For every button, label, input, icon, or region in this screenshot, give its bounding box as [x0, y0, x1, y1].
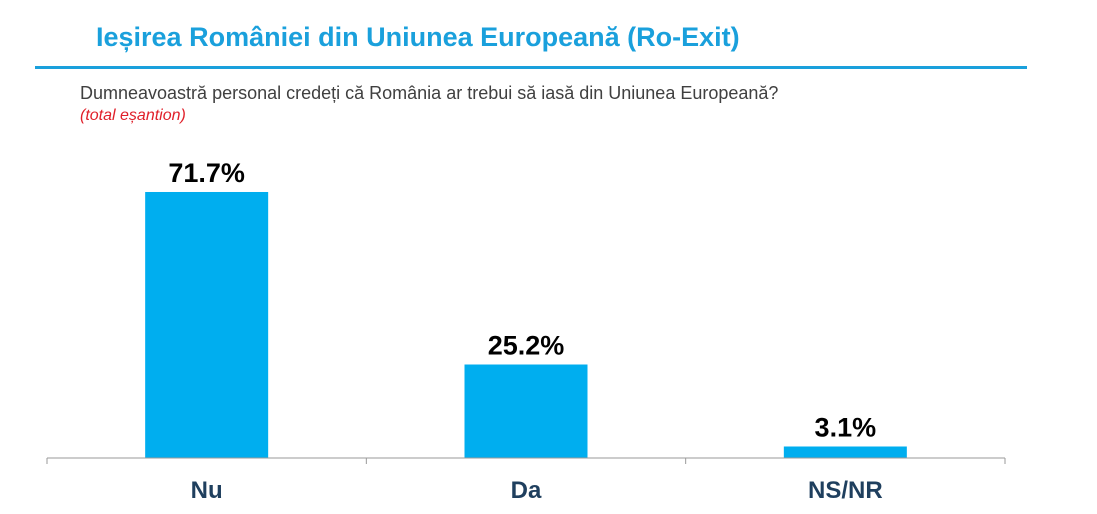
data-label: 25.2% — [488, 331, 565, 361]
title-divider — [35, 66, 1027, 69]
data-label: 3.1% — [815, 412, 877, 442]
data-label: 71.7% — [168, 158, 245, 188]
category-label: Da — [511, 477, 542, 504]
page-title: Ieșirea României din Uniunea Europeană (… — [96, 22, 740, 52]
bar-ns-nr — [783, 446, 907, 458]
bar-nu — [145, 191, 269, 459]
survey-question: Dumneavoastră personal credeți că Români… — [80, 83, 779, 103]
sample-note: (total eșantion) — [80, 107, 186, 124]
bar-da — [464, 364, 588, 458]
category-label: NS/NR — [808, 477, 883, 504]
category-label: Nu — [191, 477, 223, 504]
